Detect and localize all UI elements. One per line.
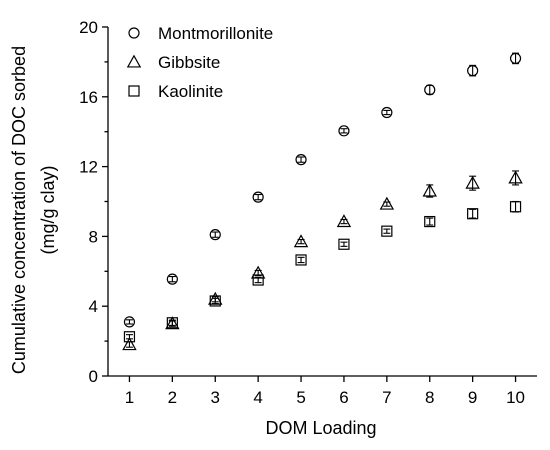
gibbsite-point (165, 316, 180, 330)
x-tick-label: 2 (168, 388, 177, 407)
montmorillonite-point (509, 52, 522, 65)
y-tick-label: 20 (79, 18, 98, 37)
kaolinite-point (509, 201, 522, 213)
gibbsite-point (422, 183, 437, 197)
y-tick-label: 4 (89, 297, 98, 316)
montmorillonite-point (295, 154, 307, 166)
gibbsite-point (508, 170, 523, 184)
kaolinite-point (467, 208, 479, 220)
gibbsite-point (379, 196, 395, 210)
y-axis-title-line1: Cumulative concentration of DOC sorbed (9, 46, 29, 374)
kaolinite-point (209, 295, 221, 307)
montmorillonite-point (467, 65, 479, 77)
data-markers (122, 52, 523, 351)
y-tick-label: 12 (79, 158, 98, 177)
y-tick-label: 0 (89, 367, 98, 386)
kaolinite-point (123, 331, 136, 343)
legend-gibbsite-label: Gibbsite (158, 53, 220, 72)
x-tick-label: 6 (339, 388, 348, 407)
x-axis-title: DOM Loading (265, 418, 376, 438)
gibbsite-point (293, 234, 309, 248)
gibbsite-point (336, 214, 352, 228)
montmorillonite-point (209, 229, 221, 241)
kaolinite-point (252, 274, 264, 286)
montmorillonite-point (252, 191, 264, 203)
x-tick-label: 3 (211, 388, 220, 407)
kaolinite-point (381, 225, 393, 237)
legend: Montmorillonite Gibbsite Kaolinite (126, 24, 273, 101)
legend-kaolinite-marker (128, 85, 140, 97)
x-tick-label: 1 (125, 388, 134, 407)
legend-montmorillonite-label: Montmorillonite (158, 24, 273, 43)
montmorillonite-point (424, 84, 436, 96)
ticks (102, 26, 517, 382)
legend-montmorillonite-marker (128, 27, 140, 39)
montmorillonite-point (338, 125, 350, 137)
kaolinite-point (295, 254, 307, 266)
y-axis-title-line2: (mg/g clay) (38, 165, 58, 254)
kaolinite-point (338, 238, 350, 250)
x-tick-label: 5 (296, 388, 305, 407)
x-tick-label: 4 (253, 388, 262, 407)
x-tick-label: 10 (506, 388, 525, 407)
gibbsite-point (465, 175, 480, 189)
kaolinite-point (166, 317, 178, 329)
x-tick-label: 7 (382, 388, 391, 407)
montmorillonite-point (381, 106, 393, 119)
montmorillonite-point (166, 273, 178, 285)
y-tick-label: 8 (89, 227, 98, 246)
x-tick-label: 8 (425, 388, 434, 407)
x-tick-label: 9 (468, 388, 477, 407)
y-tick-label: 16 (79, 88, 98, 107)
legend-gibbsite-marker (126, 54, 142, 68)
montmorillonite-point (123, 316, 136, 328)
gibbsite-point (122, 337, 137, 351)
legend-kaolinite-label: Kaolinite (158, 82, 223, 101)
kaolinite-point (424, 215, 436, 228)
